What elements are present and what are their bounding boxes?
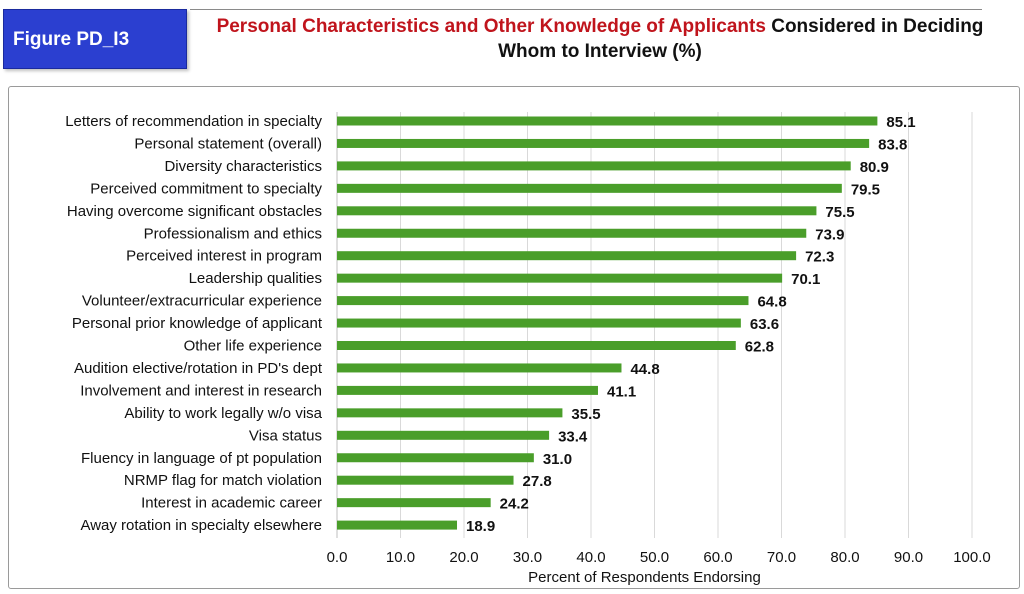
bar [337,161,851,171]
x-tick-labels: 0.0 10.0 20.0 30.0 40.0 50.0 60.0 70.0 80.0 90.0 1… [327,549,991,566]
value-label: 44.8 [630,361,659,378]
category-label: NRMP flag for match violation [124,472,322,489]
value-label: 62.8 [745,339,774,356]
bar [337,138,870,148]
bar [337,116,878,126]
x-tick-label: 40.0 [576,549,605,566]
bar [337,475,514,485]
x-tick-label: 50.0 [640,549,669,566]
bar [337,453,534,463]
category-label: Other life experience [184,338,322,355]
category-label: Leadership qualities [189,270,322,287]
category-label: Volunteer/extracurricular experience [82,293,322,310]
bars [337,116,878,530]
bar [337,273,783,283]
category-label: Away rotation in specialty elsewhere [80,517,322,534]
chart-title-rest: Considered in Deciding Whom to Interview… [498,16,984,62]
x-tick-label: 60.0 [703,549,732,566]
value-label: 41.1 [607,383,636,400]
bar [337,296,749,306]
value-labels: 85.1 83.8 80.9 79.5 75.5 73.9 72.3 70.1 64.8 63.6… [466,114,916,535]
chart-title: Personal Characteristics and Other Knowl… [200,14,1000,64]
chart-title-highlight: Personal Characteristics and Other Knowl… [216,16,766,37]
value-label: 83.8 [878,136,907,153]
x-tick-label: 0.0 [327,549,348,566]
x-axis-label: Percent of Respondents Endorsing [528,569,761,586]
x-tick-label: 90.0 [894,549,923,566]
bar [337,498,491,508]
bar [337,385,598,395]
value-label: 35.5 [571,406,600,423]
x-tick-label: 30.0 [513,549,542,566]
value-label: 27.8 [523,473,552,490]
category-label: Fluency in language of pt population [81,450,322,467]
bar [337,183,842,193]
x-tick-label: 80.0 [830,549,859,566]
value-label: 33.4 [558,428,588,445]
category-label: Visa status [249,427,322,444]
category-label: Letters of recommendation in specialty [65,113,322,130]
category-label: Audition elective/rotation in PD's dept [74,360,323,377]
bar [337,363,622,373]
bar [337,228,807,238]
x-tick-label: 10.0 [386,549,415,566]
category-label: Personal prior knowledge of applicant [72,315,323,332]
x-tick-label: 20.0 [449,549,478,566]
category-label: Personal statement (overall) [134,135,322,152]
value-label: 24.2 [500,496,529,513]
x-tick-label: 70.0 [767,549,796,566]
value-label: 72.3 [805,249,834,266]
bar [337,318,741,328]
bar [337,341,736,350]
value-label: 70.1 [791,271,820,288]
category-label: Involvement and interest in research [80,382,322,399]
bar [337,251,797,261]
category-label: Perceived commitment to specialty [90,180,322,197]
x-tick-label: 100.0 [953,549,991,566]
value-label: 80.9 [860,159,889,176]
value-label: 31.0 [543,451,572,468]
category-label: Interest in academic career [141,495,322,512]
title-rule [190,9,982,10]
value-label: 85.1 [886,114,915,131]
category-label: Perceived interest in program [126,248,322,265]
bar [337,520,458,530]
category-labels: Letters of recommendation in specialty Pe… [65,113,323,534]
value-label: 64.8 [757,294,786,311]
category-label: Diversity characteristics [164,158,322,175]
value-label: 73.9 [815,226,844,243]
bar [337,206,817,216]
category-label: Professionalism and ethics [144,225,322,242]
figure-label: Figure PD_I3 [3,9,187,69]
bar [337,430,550,440]
bar [337,408,563,418]
value-label: 18.9 [466,518,495,535]
category-label: Having overcome significant obstacles [67,203,322,220]
value-label: 63.6 [750,316,779,333]
category-label: Ability to work legally w/o visa [124,405,322,422]
value-label: 79.5 [851,181,880,198]
value-label: 75.5 [825,204,854,221]
